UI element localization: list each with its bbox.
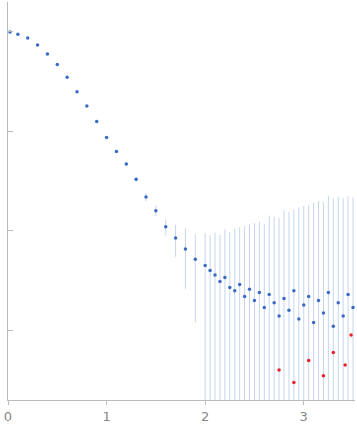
svg-text:1: 1: [102, 409, 110, 424]
svg-text:0: 0: [4, 409, 12, 424]
svg-text:3: 3: [300, 409, 308, 424]
svg-text:2: 2: [201, 409, 209, 424]
